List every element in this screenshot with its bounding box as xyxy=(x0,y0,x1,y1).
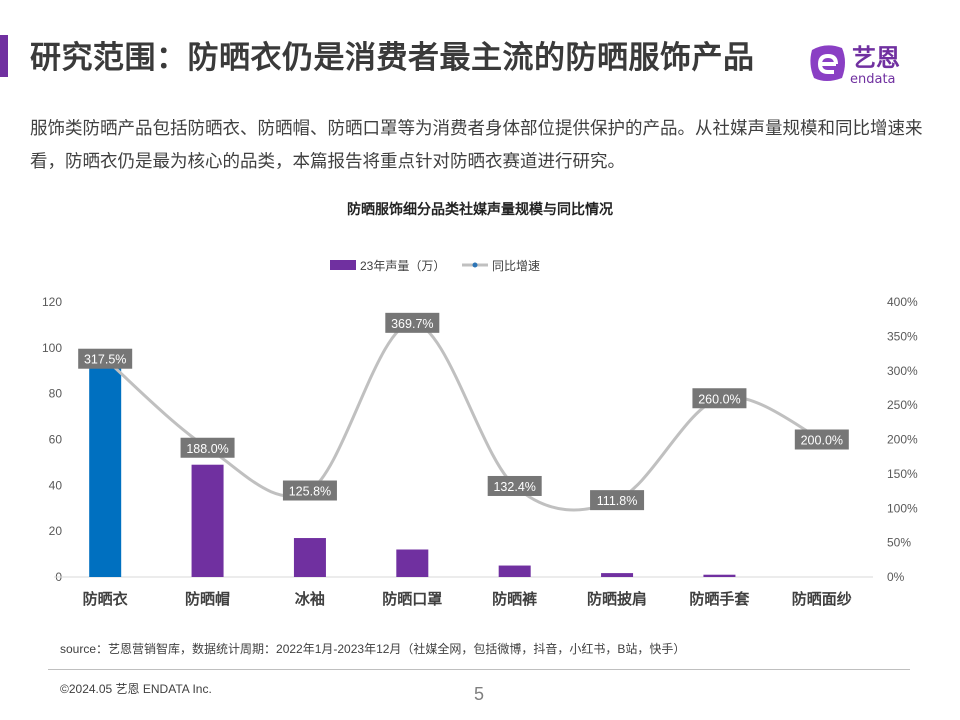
svg-text:endata: endata xyxy=(850,72,896,87)
endata-logo: 艺恩 endata xyxy=(808,40,928,88)
legend-bar-label: 23年声量（万） xyxy=(360,259,445,273)
data-label: 369.7% xyxy=(391,317,433,331)
legend-line-marker xyxy=(472,262,478,268)
title-accent-bar xyxy=(0,35,8,77)
x-axis-label: 防晒衣 xyxy=(83,590,128,608)
bar xyxy=(601,573,634,577)
source-note: source：艺恩营销智库，数据统计周期：2022年1月-2023年12月（社媒… xyxy=(60,642,686,656)
right-axis-tick: 400% xyxy=(887,295,918,309)
data-label-box xyxy=(78,348,133,369)
data-label-box xyxy=(794,429,849,450)
data-label-box xyxy=(487,475,542,496)
x-axis-label: 防晒手套 xyxy=(689,590,750,608)
x-axis-label: 防晒披肩 xyxy=(587,590,647,608)
left-axis-tick: 100 xyxy=(42,341,62,355)
bar xyxy=(293,538,326,577)
left-axis-tick: 80 xyxy=(49,387,63,401)
legend-bar-swatch xyxy=(330,260,356,270)
right-axis-tick: 100% xyxy=(887,501,918,515)
right-axis-tick: 0% xyxy=(887,570,905,584)
data-label: 200.0% xyxy=(801,434,843,448)
right-axis-tick: 250% xyxy=(887,398,918,412)
left-axis-tick: 20 xyxy=(49,524,63,538)
data-label: 132.4% xyxy=(493,480,535,494)
bar xyxy=(396,549,429,577)
right-axis-tick: 150% xyxy=(887,467,918,481)
chart-title: 防晒服饰细分品类社媒声量规模与同比情况 xyxy=(347,201,613,217)
x-axis-label: 防晒帽 xyxy=(185,590,230,608)
x-axis-label: 防晒面纱 xyxy=(792,590,852,608)
right-axis-tick: 300% xyxy=(887,364,918,378)
data-label-box xyxy=(590,490,645,511)
page-number: 5 xyxy=(474,684,485,704)
legend-line-label: 同比增速 xyxy=(492,259,540,273)
bar xyxy=(191,464,224,577)
copyright: ©2024.05 艺恩 ENDATA Inc. xyxy=(60,682,212,696)
intro-paragraph: 服饰类防晒产品包括防晒衣、防晒帽、防晒口罩等为消费者身体部位提供保护的产品。从社… xyxy=(30,118,923,171)
combo-chart: 23年声量（万） 同比增速0204060801001200%50%100%150%… xyxy=(42,259,918,608)
left-axis-tick: 120 xyxy=(42,295,62,309)
footer-divider xyxy=(48,669,910,670)
left-axis-tick: 60 xyxy=(49,433,63,447)
data-label: 125.8% xyxy=(289,485,331,499)
x-axis-label: 防晒裤 xyxy=(492,590,537,608)
left-axis-tick: 40 xyxy=(49,478,63,492)
x-axis-label: 冰袖 xyxy=(295,590,325,608)
data-label: 260.0% xyxy=(698,392,740,406)
data-label: 111.8% xyxy=(597,494,638,508)
right-axis-tick: 50% xyxy=(887,536,911,550)
growth-line xyxy=(104,321,823,512)
data-label: 317.5% xyxy=(84,353,126,367)
x-axis-label: 防晒口罩 xyxy=(382,590,442,608)
right-axis-tick: 350% xyxy=(887,329,918,343)
bar xyxy=(703,574,736,577)
data-label-box xyxy=(180,437,235,458)
bar xyxy=(89,368,122,577)
right-axis-tick: 200% xyxy=(887,433,918,447)
page-title: 研究范围：防晒衣仍是消费者最主流的防晒服饰产品 xyxy=(30,40,755,75)
data-label-box xyxy=(385,312,440,333)
svg-text:艺恩: 艺恩 xyxy=(852,44,900,72)
data-label: 188.0% xyxy=(186,442,228,456)
data-label-box xyxy=(692,388,747,409)
bar xyxy=(498,565,531,577)
data-label-box xyxy=(282,480,337,501)
